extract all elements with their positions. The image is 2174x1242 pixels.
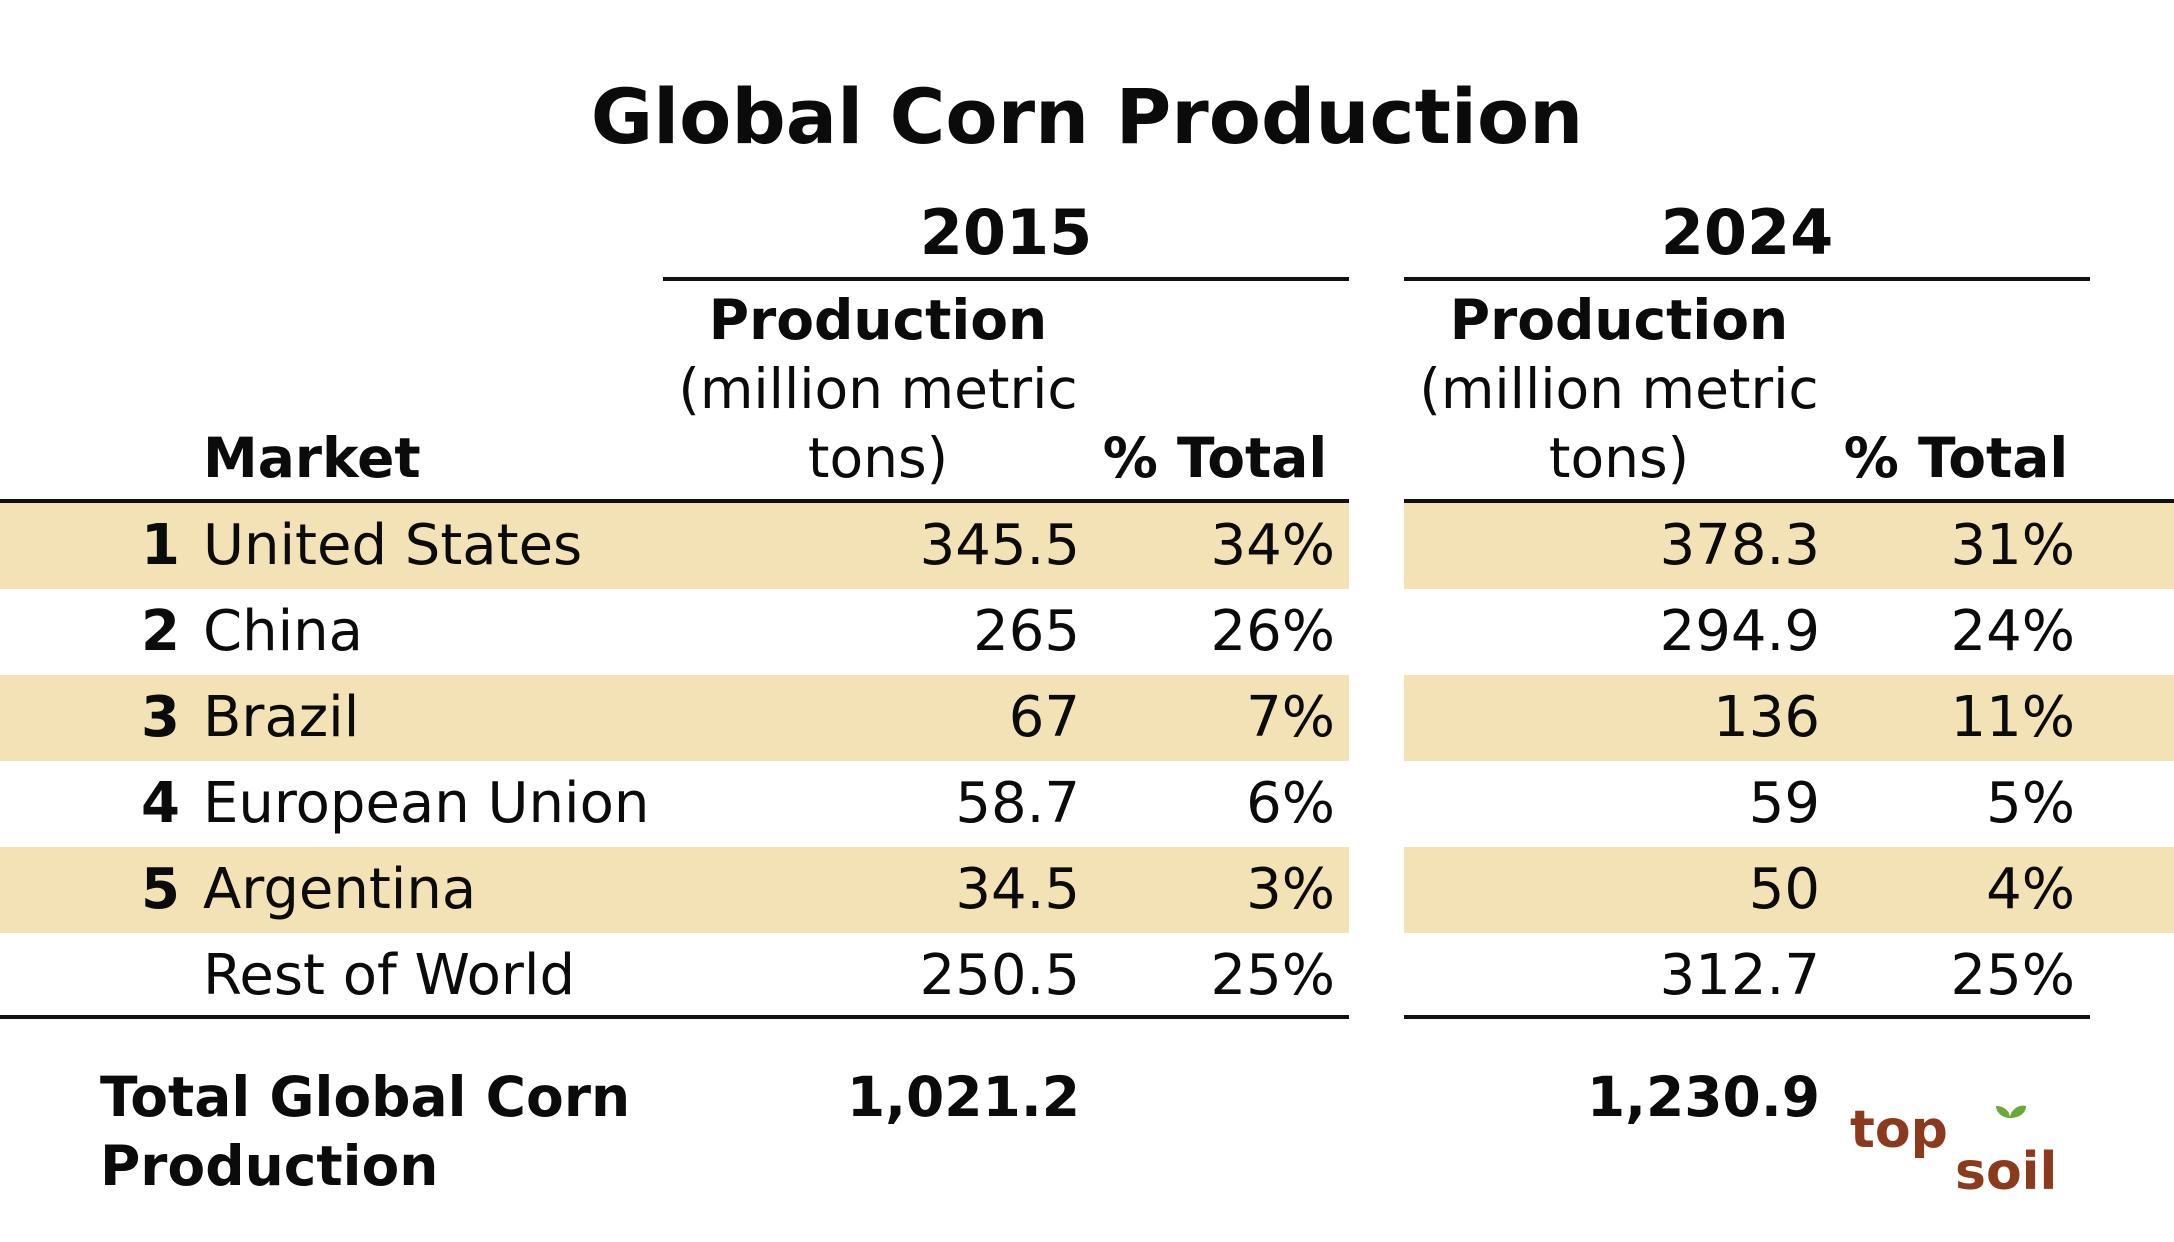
production-header-line1: Production [708, 288, 1048, 352]
row-pct-2024: 24% [1950, 599, 2075, 664]
production-header-line3: tons) [1548, 426, 1690, 490]
chart-title: Global Corn Production [590, 72, 1584, 161]
row-market: China [203, 599, 363, 664]
row-production-2015: 58.7 [955, 771, 1080, 836]
row-production-2024: 378.3 [1659, 513, 1820, 578]
market-header: Market [203, 426, 421, 490]
year-2024-header: 2024 [1660, 196, 1834, 269]
leaf-icon [1996, 1105, 2026, 1140]
logo-text-top: top [1850, 1100, 1948, 1160]
body-rule-left [0, 1015, 1349, 1019]
row-band-2024 [1404, 675, 2174, 761]
header-rule-left [0, 499, 1349, 503]
year-2024-rule [1404, 277, 2090, 281]
row-rank: 5 [141, 857, 180, 922]
row-market: United States [203, 513, 583, 578]
row-production-2015: 250.5 [919, 943, 1080, 1008]
total-label-line1: Total Global Corn [100, 1065, 631, 1129]
year-2015-header: 2015 [919, 196, 1093, 269]
pct-total-header-2015: % Total [1102, 426, 1328, 490]
row-pct-2015: 26% [1210, 599, 1335, 664]
row-rank: 1 [141, 513, 180, 578]
row-market: Rest of World [203, 943, 576, 1008]
row-production-2024: 312.7 [1659, 943, 1820, 1008]
row-pct-2024: 5% [1986, 771, 2075, 836]
row-pct-2024: 4% [1986, 857, 2075, 922]
row-pct-2015: 7% [1246, 685, 1335, 750]
row-band-2024 [1404, 847, 2174, 933]
row-production-2024: 294.9 [1659, 599, 1820, 664]
row-production-2015: 67 [1008, 685, 1080, 750]
production-header-line3: tons) [807, 426, 949, 490]
row-rank: 2 [141, 599, 180, 664]
production-header-2015: Production (million metric tons) [663, 286, 1093, 493]
row-pct-2024: 31% [1950, 513, 2075, 578]
body-rule-right [1404, 1015, 2090, 1019]
production-header-2024: Production (million metric tons) [1404, 286, 1834, 493]
header-rule-right [1404, 499, 2174, 503]
production-header-line2: (million metric [1419, 357, 1819, 421]
row-market: Brazil [203, 685, 360, 750]
production-header-line2: (million metric [678, 357, 1078, 421]
row-pct-2024: 11% [1950, 685, 2075, 750]
row-production-2015: 34.5 [955, 857, 1080, 922]
total-label-line2: Production [100, 1134, 439, 1198]
row-band-2015 [0, 847, 1349, 933]
total-value-2015: 1,021.2 [846, 1065, 1080, 1129]
total-label: Total Global Corn Production [100, 1063, 630, 1201]
total-value-2024: 1,230.9 [1586, 1065, 1820, 1129]
row-pct-2015: 25% [1210, 943, 1335, 1008]
row-market: European Union [203, 771, 650, 836]
row-production-2024: 136 [1713, 685, 1820, 750]
row-market: Argentina [203, 857, 477, 922]
year-2015-rule [663, 277, 1349, 281]
row-production-2024: 50 [1748, 857, 1820, 922]
row-band-2015 [0, 503, 1349, 589]
logo-text-bottom: soil [1955, 1142, 2058, 1202]
row-pct-2024: 25% [1950, 943, 2075, 1008]
row-pct-2015: 6% [1246, 771, 1335, 836]
row-band-2015 [0, 675, 1349, 761]
pct-total-header-2024: % Total [1843, 426, 2069, 490]
row-production-2024: 59 [1748, 771, 1820, 836]
row-pct-2015: 34% [1210, 513, 1335, 578]
production-header-line1: Production [1449, 288, 1789, 352]
row-rank: 4 [141, 771, 180, 836]
row-production-2015: 265 [973, 599, 1080, 664]
row-production-2015: 345.5 [919, 513, 1080, 578]
row-band-2024 [1404, 503, 2174, 589]
row-pct-2015: 3% [1246, 857, 1335, 922]
row-rank: 3 [141, 685, 180, 750]
